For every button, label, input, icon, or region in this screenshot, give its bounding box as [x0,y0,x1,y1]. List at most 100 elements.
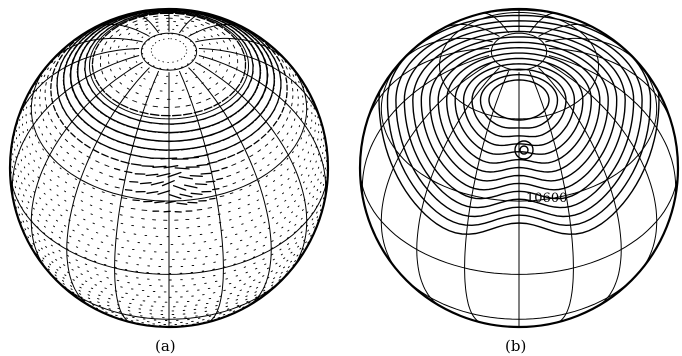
vector-arrow [86,270,89,272]
vector-arrow [21,213,23,216]
vector-arrow [238,198,241,201]
vector-arrow [182,112,193,116]
vector-arrow [272,120,278,127]
vector-arrow [245,271,248,274]
vector-arrow [56,153,59,156]
contour-line [462,63,576,147]
vector-arrow [83,299,86,302]
vector-arrow [311,204,314,207]
vector-arrow [29,152,31,155]
vector-arrow [201,82,204,85]
vector-arrow [196,163,209,167]
vector-arrow [29,234,32,237]
vector-arrow [197,38,199,41]
vector-arrow [282,192,285,195]
vector-arrow [32,242,35,245]
vector-arrow [72,186,76,189]
vector-arrow [32,169,35,172]
vector-arrow [319,190,322,193]
vector-arrow [222,40,225,43]
vector-arrow [215,82,219,85]
vector-arrow [145,173,159,177]
vector-arrow [55,259,58,261]
vector-arrow [253,249,256,251]
vector-arrow [319,204,322,207]
vector-arrow [66,248,69,250]
vector-arrow [219,195,225,198]
vector-arrow [104,77,108,82]
vector-arrow [287,243,290,245]
vector-arrow [114,186,120,189]
vector-arrow [42,118,45,122]
vector-arrow [72,279,75,281]
vector-arrow [86,228,89,230]
vector-arrow [88,290,91,293]
vector-arrow [79,286,82,289]
vector-arrow [236,248,239,250]
vector-arrow [276,205,279,208]
vector-arrow [36,226,39,229]
vector-arrow [294,237,297,240]
vector-arrow [222,185,228,188]
vector-arrow [226,174,232,178]
vector-arrow [89,204,93,207]
vector-arrow [43,182,45,185]
vector-arrow [43,238,46,241]
vector-arrow [129,66,131,69]
vector-arrow [47,265,50,268]
vector-arrow [52,225,56,228]
vector-arrow [289,67,291,70]
vector-arrow [240,159,245,162]
vector-arrow [293,171,296,174]
vector-arrow [45,203,48,206]
vector-arrow [307,229,309,232]
vector-arrow [196,16,206,20]
vector-arrow [111,194,116,197]
vector-arrow [221,166,228,170]
vector-arrow [229,242,233,245]
vector-arrow [85,250,88,252]
vector-arrow [301,209,304,211]
vector-arrow [56,269,59,271]
vector-arrow [128,17,138,22]
vector-arrow [22,220,25,223]
vector-arrow [235,83,241,91]
vector-arrow [248,212,251,214]
vector-arrow [37,219,40,222]
vector-arrow [163,165,179,169]
vector-arrow [259,169,262,172]
vector-arrow [274,197,277,200]
vector-arrow [43,225,46,228]
vector-arrow [130,163,142,166]
vector-arrow [306,225,309,227]
vector-arrow [100,217,103,219]
vector-arrow [49,179,52,181]
vector-arrow [203,106,213,111]
vector-arrow [238,279,242,282]
vector-arrow [236,66,238,71]
vector-arrow [281,139,284,142]
vector-arrow [185,13,196,17]
vector-arrow [141,36,144,39]
vector-arrow [218,204,222,207]
vector-arrow [72,195,75,198]
panel-a-vector-field [10,9,328,327]
vector-arrow [171,114,182,117]
vector-arrow [283,69,287,77]
vector-arrow [142,103,148,106]
vector-arrow [286,259,289,262]
vector-arrow [271,240,274,242]
vector-arrow [50,198,53,201]
vector-arrow [140,66,143,69]
vector-arrow [64,199,67,202]
vector-arrow [275,271,278,274]
vector-arrow [291,102,293,107]
vector-arrow [310,180,313,183]
vector-arrow [270,270,273,273]
vector-arrow [111,311,114,313]
vector-arrow [229,192,234,195]
vector-arrow [139,111,149,115]
vector-arrow [222,87,226,91]
vector-arrow [73,157,77,160]
vector-arrow [303,181,305,184]
